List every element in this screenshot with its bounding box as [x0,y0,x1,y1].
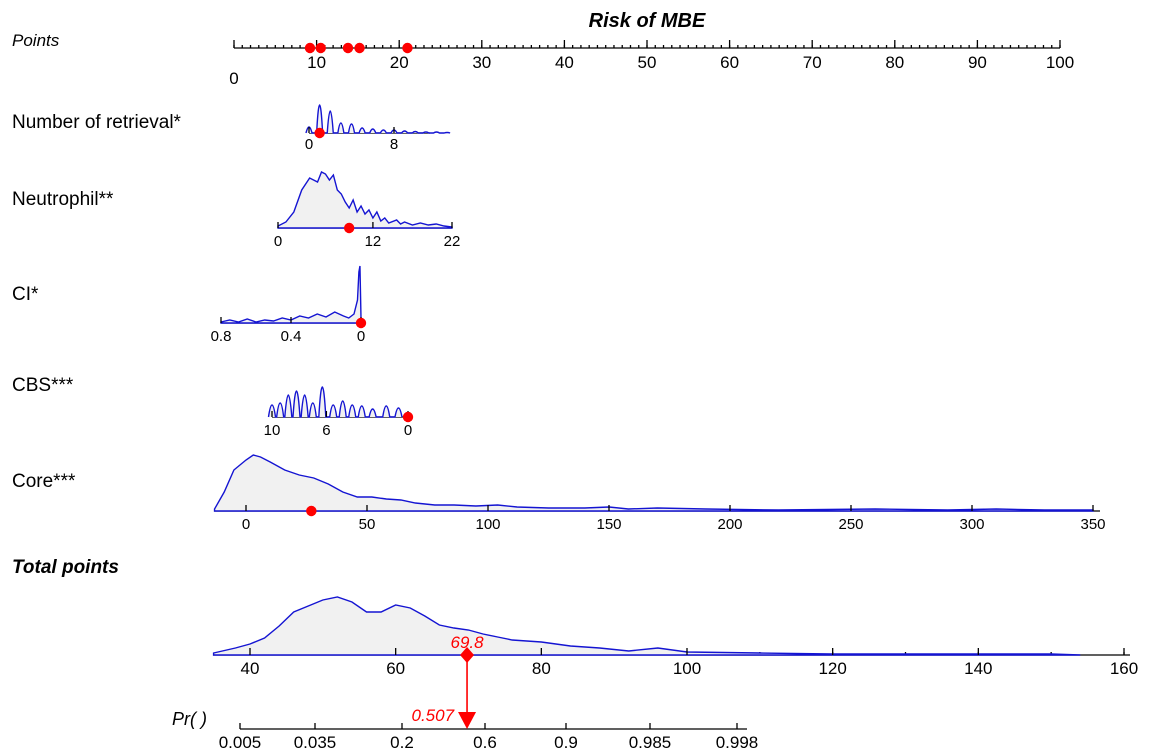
points-tick-label: 100 [1046,53,1074,72]
points-selected-dot [402,42,413,54]
cbs-selected-dot [402,411,414,423]
core-tick-label: 150 [596,516,621,533]
number-of-retrieval-label: Number of retrieval* [12,112,182,133]
neutrophil-tick-label: 22 [444,233,461,250]
neutrophil-tick-label: 12 [365,233,382,250]
points-tick-label: 50 [638,53,657,72]
core-label: Core*** [12,471,76,492]
core-tick-label: 200 [717,516,742,533]
core-tick-label: 300 [959,516,984,533]
points-tick-label: 60 [720,53,739,72]
total-points-value-marker [460,647,475,663]
neutrophil-selected-dot [343,222,355,234]
probability-value-label: 0.507 [411,706,454,725]
points-tick-label: 80 [885,53,904,72]
points-tick-label: 20 [390,53,409,72]
ci-tick-label: 0 [357,328,365,345]
probability-tick-label: 0.9 [554,733,578,751]
points-selected-dot [354,42,365,54]
total-points-tick-label: 40 [241,659,260,678]
cbs-label: CBS*** [12,375,74,396]
core-selected-dot [306,505,317,517]
points-selected-dot [342,42,354,54]
cbs-density [267,386,403,418]
probability-tick-label: 0.2 [390,733,414,751]
neutrophil-density [277,171,453,229]
probability-label: Pr( ) [172,709,207,729]
core-tick-label: 0 [242,516,250,533]
points-selected-dot [304,42,316,54]
total-points-tick-label: 60 [386,659,405,678]
cbs-tick-label: 0 [404,422,412,439]
cbs-tick-label: 10 [264,422,281,439]
points-tick-label: 0 [229,69,238,88]
total-points-label: Total points [12,557,119,578]
ci-tick-label: 0.4 [281,328,302,345]
points-selected-dot [315,42,326,54]
points-axis-label: Points [12,31,60,50]
ci-selected-dot [355,317,367,329]
core-tick-label: 250 [838,516,863,533]
probability-tick-label: 0.005 [219,733,262,751]
probability-tick-label: 0.985 [629,733,672,751]
neutrophil-tick-label: 0 [274,233,282,250]
chart-title: Risk of MBE [589,10,706,32]
total-points-density [212,596,1081,656]
points-tick-label: 30 [472,53,491,72]
core-density [213,454,1094,512]
ci-density [220,265,362,324]
ci-tick-label: 0.8 [211,328,232,345]
total-points-value-label: 69.8 [450,633,484,652]
points-tick-label: 70 [803,53,822,72]
core-tick-label: 100 [475,516,500,533]
probability-tick-label: 0.998 [716,733,759,751]
total-points-tick-label: 100 [673,659,701,678]
number-of-retrieval-selected-dot [314,127,325,139]
probability-tick-label: 0.035 [294,733,337,751]
probability-value-marker [458,712,477,729]
points-tick-label: 40 [555,53,574,72]
cbs-tick-label: 6 [322,422,330,439]
number-of-retrieval-density [305,104,451,134]
probability-tick-label: 0.6 [473,733,497,751]
points-tick-label: 10 [307,53,326,72]
neutrophil-label: Neutrophil** [12,189,114,210]
total-points-tick-label: 120 [818,659,846,678]
total-points-tick-label: 80 [532,659,551,678]
ci-label: CI* [12,284,39,305]
core-tick-label: 50 [359,516,376,533]
number-of-retrieval-tick-label: 8 [390,136,398,153]
points-tick-label: 90 [968,53,987,72]
core-tick-label: 350 [1080,516,1105,533]
number-of-retrieval-tick-label: 0 [305,136,313,153]
total-points-tick-label: 140 [964,659,992,678]
total-points-tick-label: 160 [1110,659,1138,678]
